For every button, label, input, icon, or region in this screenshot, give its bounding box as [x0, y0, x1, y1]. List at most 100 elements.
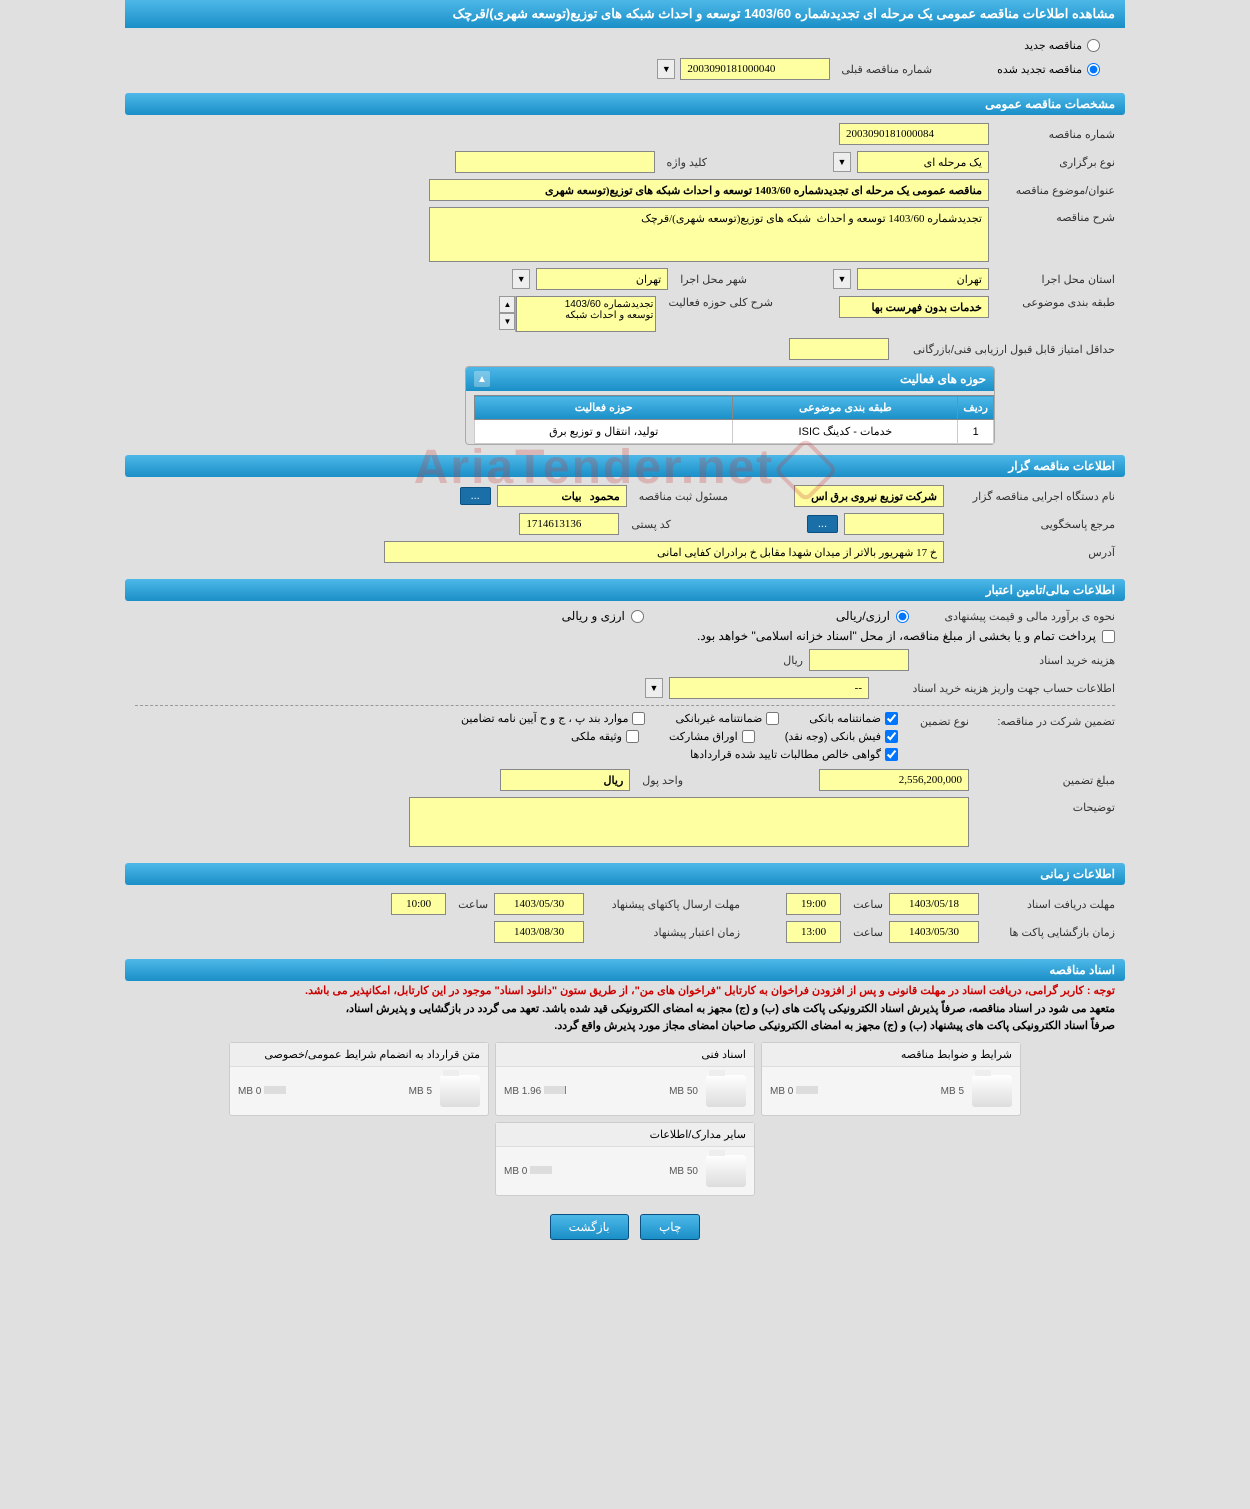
- label-description: شرح مناقصه: [995, 207, 1115, 224]
- ellipsis-button[interactable]: ...: [460, 487, 491, 505]
- dropdown-prev-number[interactable]: ▼: [657, 59, 675, 79]
- cb-bonds[interactable]: [742, 730, 755, 743]
- label-doc-deadline: مهلت دریافت اسناد: [985, 898, 1115, 911]
- file-meta: 50 MB1.96 MB: [504, 1086, 698, 1097]
- section-financial: اطلاعات مالی/تامین اعتبار: [125, 579, 1125, 601]
- input-keyword[interactable]: [455, 151, 655, 173]
- lbl-cash: فیش بانکی (وجه نقد): [785, 730, 881, 743]
- input-account-info[interactable]: [669, 677, 869, 699]
- radio-new-tender[interactable]: [1087, 39, 1100, 52]
- label-new-tender: مناقصه جدید: [1024, 39, 1082, 52]
- input-holding-type[interactable]: [857, 151, 989, 173]
- label-responsible: مسئول ثبت مناقصه: [633, 490, 728, 503]
- label-province: استان محل اجرا: [995, 273, 1115, 286]
- input-validity-date[interactable]: [494, 921, 584, 943]
- input-address[interactable]: [384, 541, 944, 563]
- radio-renewed-tender[interactable]: [1087, 63, 1100, 76]
- input-prev-number[interactable]: [680, 58, 830, 80]
- input-min-score[interactable]: [789, 338, 889, 360]
- textarea-notes[interactable]: [409, 797, 969, 847]
- cell-category: خدمات - کدینگ ISIC: [733, 420, 958, 444]
- label-city: شهر محل اجرا: [674, 273, 747, 286]
- label-currency-unit: واحد پول: [636, 774, 683, 787]
- dropdown-account[interactable]: ▼: [645, 678, 663, 698]
- input-postal[interactable]: [519, 513, 619, 535]
- input-packet-send-time[interactable]: [391, 893, 446, 915]
- input-currency-unit[interactable]: [500, 769, 630, 791]
- input-executive[interactable]: [794, 485, 944, 507]
- cb-bank[interactable]: [885, 712, 898, 725]
- cb-cases[interactable]: [632, 712, 645, 725]
- label-account-info: اطلاعات حساب جهت واریز هزینه خرید اسناد: [875, 682, 1115, 695]
- label-notes: توضیحات: [975, 797, 1115, 814]
- page-title: مشاهده اطلاعات مناقصه عمومی یک مرحله ای …: [125, 0, 1125, 28]
- cb-property[interactable]: [626, 730, 639, 743]
- input-tender-number[interactable]: [839, 123, 989, 145]
- folder-icon: [706, 1155, 746, 1187]
- section-documents: اسناد مناقصه: [125, 959, 1125, 981]
- input-city[interactable]: [536, 268, 668, 290]
- folder-icon: [706, 1075, 746, 1107]
- radio-rial[interactable]: [896, 610, 909, 623]
- docs-note-1: متعهد می شود در اسناد مناقصه، صرفاً پذیر…: [125, 1000, 1125, 1017]
- scope-down-icon[interactable]: ▼: [499, 313, 515, 330]
- label-keyword: کلید واژه: [661, 156, 707, 169]
- cell-scope: تولید، انتقال و توزیع برق: [475, 420, 733, 444]
- input-responsible[interactable]: [497, 485, 627, 507]
- collapse-icon[interactable]: ▲: [474, 371, 490, 387]
- file-box[interactable]: شرایط و ضوابط مناقصه5 MB0 MB: [761, 1042, 1021, 1116]
- file-box[interactable]: سایر مدارک/اطلاعات50 MB0 MB: [495, 1122, 755, 1196]
- scope-line1: تجدیدشماره 1403/60: [519, 299, 653, 310]
- input-doc-deadline-time[interactable]: [786, 893, 841, 915]
- cb-cash[interactable]: [885, 730, 898, 743]
- input-subject[interactable]: [429, 179, 989, 201]
- input-respondent[interactable]: [844, 513, 944, 535]
- label-respondent: مرجع پاسخگویی: [950, 518, 1115, 531]
- scope-up-icon[interactable]: ▲: [499, 296, 515, 313]
- dropdown-city[interactable]: ▼: [512, 269, 530, 289]
- label-address: آدرس: [950, 546, 1115, 559]
- docs-note-2: صرفاً اسناد الکترونیکی پاکت های پیشنهاد …: [125, 1017, 1125, 1034]
- input-packet-send-date[interactable]: [494, 893, 584, 915]
- input-province[interactable]: [857, 268, 989, 290]
- textarea-description[interactable]: تجدیدشماره 1403/60 توسعه و احداث شبکه ها…: [429, 207, 989, 262]
- input-category[interactable]: [839, 296, 989, 318]
- docs-note-red: توجه : کاربر گرامی، دریافت اسناد در مهلت…: [125, 981, 1125, 1000]
- dropdown-holding-type[interactable]: ▼: [833, 152, 851, 172]
- time-label-3: ساعت: [847, 926, 883, 939]
- file-box-title: متن قرارداد به انضمام شرایط عمومی/خصوصی: [230, 1043, 488, 1067]
- time-label-2: ساعت: [452, 898, 488, 911]
- label-opening: زمان بازگشایی پاکت ها: [985, 926, 1115, 939]
- payment-note: پرداخت تمام و یا بخشی از مبلغ مناقصه، از…: [697, 629, 1096, 643]
- label-estimate: نحوه ی برآورد مالی و قیمت پیشنهادی: [915, 610, 1115, 623]
- cb-nonbank[interactable]: [766, 712, 779, 725]
- multiselect-activity-scope[interactable]: تجدیدشماره 1403/60 توسعه و احداث شبکه: [516, 296, 656, 332]
- dropdown-province[interactable]: ▼: [833, 269, 851, 289]
- input-opening-time[interactable]: [786, 921, 841, 943]
- checkbox-payment-note[interactable]: [1102, 630, 1115, 643]
- label-prev-number: شماره مناقصه قبلی: [835, 63, 932, 76]
- back-button[interactable]: بازگشت: [550, 1214, 629, 1240]
- label-guarantee-title: تضمین شرکت در مناقصه:: [975, 712, 1115, 728]
- radio-currency[interactable]: [631, 610, 644, 623]
- input-doc-cost[interactable]: [809, 649, 909, 671]
- file-box-title: سایر مدارک/اطلاعات: [496, 1123, 754, 1147]
- label-renewed-tender: مناقصه تجدید شده: [997, 63, 1082, 76]
- input-opening-date[interactable]: [889, 921, 979, 943]
- print-button[interactable]: چاپ: [640, 1214, 700, 1240]
- table-row: 1 خدمات - کدینگ ISIC تولید، انتقال و توز…: [475, 420, 994, 444]
- col-scope: حوزه فعالیت: [475, 396, 733, 420]
- input-doc-deadline-date[interactable]: [889, 893, 979, 915]
- input-guarantee-amount[interactable]: [819, 769, 969, 791]
- file-box[interactable]: متن قرارداد به انضمام شرایط عمومی/خصوصی5…: [229, 1042, 489, 1116]
- label-option-currency: ارزی و ریالی: [562, 609, 625, 623]
- ellipsis-button-2[interactable]: ...: [807, 515, 838, 533]
- file-box[interactable]: اسناد فنی 50 MB1.96 MB: [495, 1042, 755, 1116]
- section-timing: اطلاعات زمانی: [125, 863, 1125, 885]
- label-holding-type: نوع برگزاری: [995, 156, 1115, 169]
- file-box-title: اسناد فنی: [496, 1043, 754, 1067]
- label-executive: نام دستگاه اجرایی مناقصه گزار: [950, 490, 1115, 503]
- file-box-title: شرایط و ضوابط مناقصه: [762, 1043, 1020, 1067]
- cb-claims[interactable]: [885, 748, 898, 761]
- activities-panel-title: حوزه های فعالیت: [900, 372, 986, 386]
